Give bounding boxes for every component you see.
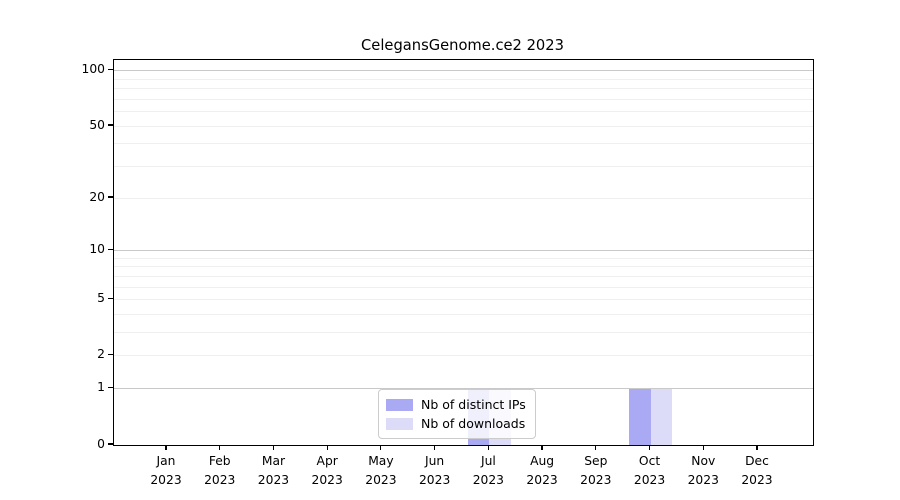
- minor-gridline: [114, 299, 813, 301]
- major-gridline: [114, 249, 813, 251]
- x-axis-tick: [702, 445, 704, 450]
- minor-gridline: [114, 87, 813, 89]
- minor-gridline: [114, 197, 813, 199]
- x-tick-label: Aug 2023: [526, 454, 558, 487]
- legend: Nb of distinct IPs Nb of downloads: [378, 389, 536, 439]
- y-axis-tick: [108, 387, 113, 389]
- y-tick-label: 100: [81, 62, 105, 77]
- y-axis-tick: [108, 124, 113, 126]
- y-axis-tick: [108, 443, 113, 445]
- minor-gridline: [114, 275, 813, 277]
- x-tick-label: Jun 2023: [418, 454, 451, 487]
- y-tick-label: 50: [89, 117, 105, 132]
- minor-gridline: [114, 78, 813, 80]
- x-axis-tick: [541, 445, 543, 450]
- minor-gridline: [114, 165, 813, 167]
- y-tick-label: 10: [89, 241, 105, 256]
- x-tick-label: Sep 2023: [580, 454, 612, 487]
- minor-gridline: [114, 332, 813, 334]
- plot-area: [113, 59, 814, 446]
- x-tick-label: May 2023: [365, 454, 397, 487]
- x-tick-label: Jul 2023: [472, 454, 504, 487]
- x-tick-label: Nov 2023: [687, 454, 719, 487]
- bar-downloads-oct-2023: [650, 388, 673, 445]
- bar-distinct-ips-oct-2023: [629, 388, 651, 445]
- x-axis-tick: [380, 445, 382, 450]
- minor-gridline: [114, 355, 813, 357]
- y-axis-tick: [108, 248, 113, 251]
- legend-label-distinct-ips: Nb of distinct IPs: [421, 397, 526, 412]
- major-gridline: [114, 70, 813, 72]
- x-tick-label: Apr 2023: [311, 454, 343, 487]
- x-axis-tick: [756, 445, 758, 450]
- legend-item-distinct-ips: Nb of distinct IPs: [386, 395, 526, 414]
- minor-gridline: [114, 98, 813, 100]
- x-tick-label: Mar 2023: [257, 454, 290, 487]
- x-axis-tick: [648, 445, 651, 450]
- x-axis-tick: [326, 445, 328, 450]
- x-axis-tick: [487, 445, 489, 450]
- x-tick-label: Jan 2023: [150, 454, 182, 487]
- legend-item-downloads: Nb of downloads: [386, 414, 526, 433]
- x-axis-tick: [434, 445, 436, 450]
- y-tick-label: 0: [97, 436, 105, 451]
- x-axis-tick: [165, 445, 167, 450]
- minor-gridline: [114, 257, 813, 259]
- y-axis-tick: [108, 298, 113, 300]
- y-tick-label: 20: [89, 189, 105, 204]
- x-tick-label: Dec 2023: [741, 454, 773, 487]
- x-axis-tick: [219, 445, 221, 450]
- legend-swatch-distinct-ips: [386, 398, 413, 411]
- chart-title: CelegansGenome.ce2 2023: [361, 37, 564, 54]
- minor-gridline: [114, 143, 813, 145]
- y-tick-label: 5: [97, 291, 105, 306]
- x-axis-tick: [595, 445, 597, 450]
- y-axis-tick: [108, 196, 113, 198]
- minor-gridline: [114, 286, 813, 288]
- minor-gridline: [114, 313, 813, 315]
- x-axis-tick: [272, 445, 275, 450]
- major-gridline: [114, 388, 813, 390]
- y-tick-label: 2: [97, 347, 105, 362]
- minor-gridline: [114, 266, 813, 268]
- y-tick-label: 1: [97, 380, 105, 395]
- minor-gridline: [114, 111, 813, 112]
- x-tick-label: Oct 2023: [633, 454, 666, 487]
- legend-label-downloads: Nb of downloads: [421, 416, 526, 431]
- y-axis-tick: [108, 354, 113, 356]
- minor-gridline: [114, 125, 813, 127]
- x-tick-label: Feb 2023: [204, 454, 236, 487]
- legend-swatch-downloads: [386, 417, 413, 430]
- y-axis-tick: [108, 68, 113, 71]
